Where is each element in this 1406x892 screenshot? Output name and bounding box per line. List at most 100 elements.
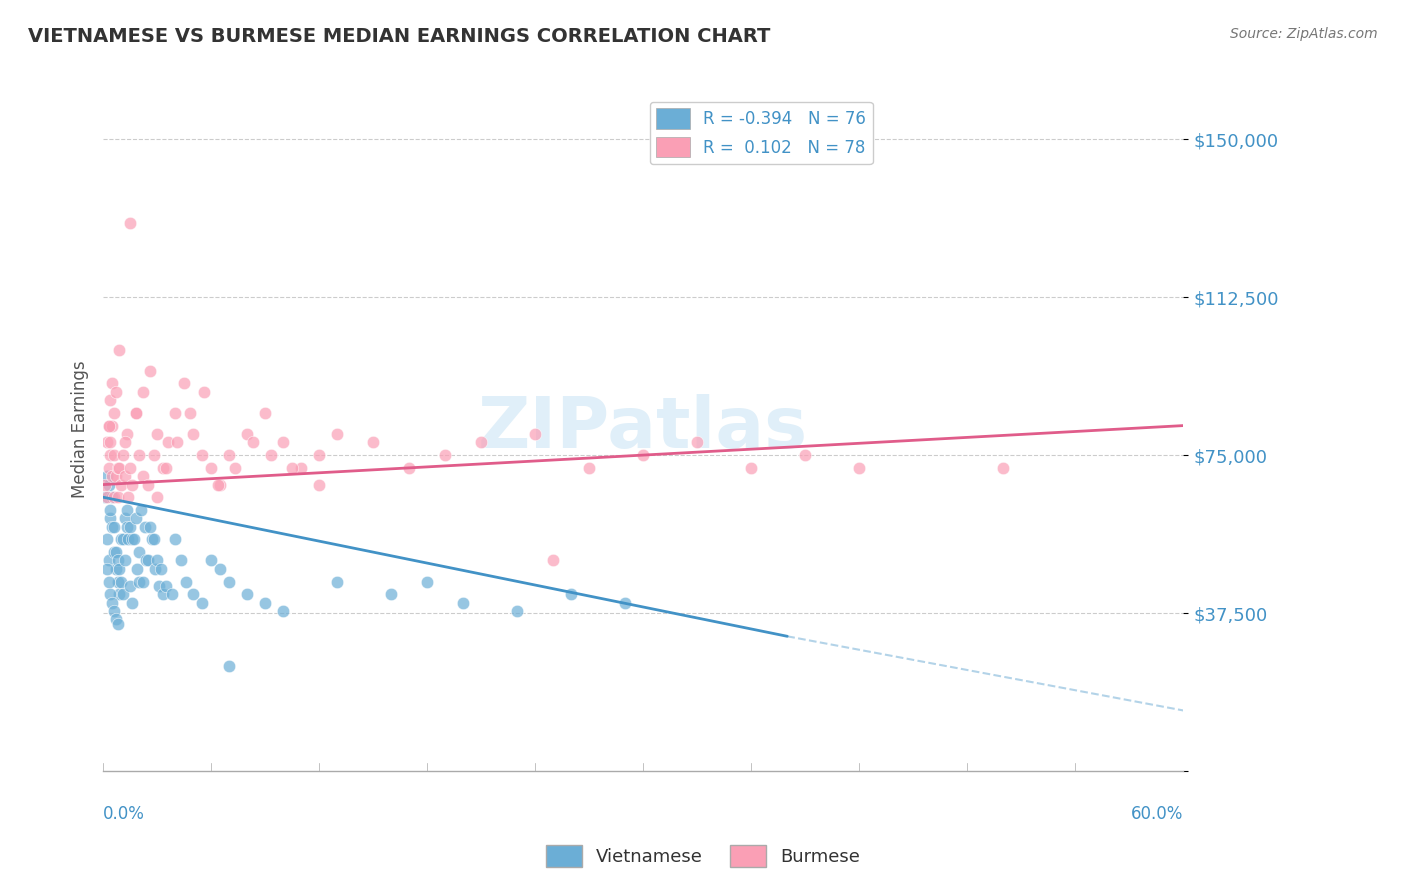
Point bbox=[104, 545, 127, 559]
Text: Source: ZipAtlas.com: Source: ZipAtlas.com bbox=[1230, 27, 1378, 41]
Point bbox=[191, 596, 214, 610]
Point bbox=[165, 533, 187, 547]
Point bbox=[107, 460, 129, 475]
Point bbox=[470, 435, 492, 450]
Point bbox=[173, 376, 195, 391]
Point bbox=[117, 490, 139, 504]
Point bbox=[614, 596, 637, 610]
Point bbox=[132, 384, 155, 399]
Point bbox=[181, 427, 204, 442]
Point bbox=[166, 435, 188, 450]
Point bbox=[108, 460, 131, 475]
Point bbox=[107, 553, 129, 567]
Point bbox=[96, 490, 118, 504]
Point bbox=[120, 519, 142, 533]
Point bbox=[110, 574, 132, 589]
Point bbox=[121, 533, 143, 547]
Point bbox=[152, 460, 174, 475]
Point bbox=[107, 490, 129, 504]
Point bbox=[103, 519, 125, 533]
Point bbox=[218, 658, 240, 673]
Point bbox=[97, 418, 120, 433]
Point bbox=[578, 460, 600, 475]
Point bbox=[141, 533, 163, 547]
Point bbox=[103, 448, 125, 462]
Legend: R = -0.394   N = 76, R =  0.102   N = 78: R = -0.394 N = 76, R = 0.102 N = 78 bbox=[650, 102, 873, 164]
Point bbox=[98, 587, 121, 601]
Point bbox=[117, 533, 139, 547]
Point bbox=[191, 448, 214, 462]
Point bbox=[115, 503, 138, 517]
Point bbox=[541, 553, 564, 567]
Point bbox=[155, 579, 177, 593]
Point bbox=[97, 477, 120, 491]
Point bbox=[114, 511, 136, 525]
Text: VIETNAMESE VS BURMESE MEDIAN EARNINGS CORRELATION CHART: VIETNAMESE VS BURMESE MEDIAN EARNINGS CO… bbox=[28, 27, 770, 45]
Point bbox=[104, 469, 127, 483]
Point bbox=[271, 604, 294, 618]
Point bbox=[506, 604, 529, 618]
Point bbox=[179, 406, 201, 420]
Point bbox=[631, 448, 654, 462]
Point bbox=[242, 435, 264, 450]
Point bbox=[416, 574, 439, 589]
Point bbox=[200, 460, 222, 475]
Point bbox=[380, 587, 402, 601]
Point bbox=[148, 579, 170, 593]
Point bbox=[290, 460, 312, 475]
Point bbox=[139, 519, 162, 533]
Point bbox=[111, 587, 134, 601]
Point bbox=[560, 587, 582, 601]
Point bbox=[108, 562, 131, 576]
Point bbox=[326, 574, 349, 589]
Point bbox=[124, 406, 146, 420]
Point bbox=[129, 503, 152, 517]
Point bbox=[104, 384, 127, 399]
Point bbox=[155, 460, 177, 475]
Point bbox=[94, 477, 117, 491]
Point bbox=[794, 448, 817, 462]
Point bbox=[98, 393, 121, 408]
Y-axis label: Median Earnings: Median Earnings bbox=[72, 360, 89, 498]
Point bbox=[120, 216, 142, 230]
Point bbox=[122, 533, 145, 547]
Legend: Vietnamese, Burmese: Vietnamese, Burmese bbox=[538, 838, 868, 874]
Point bbox=[134, 519, 156, 533]
Point bbox=[120, 460, 142, 475]
Point bbox=[152, 587, 174, 601]
Point bbox=[207, 477, 229, 491]
Point bbox=[96, 469, 118, 483]
Point bbox=[149, 562, 172, 576]
Point bbox=[124, 406, 146, 420]
Point bbox=[848, 460, 870, 475]
Text: 60.0%: 60.0% bbox=[1130, 805, 1184, 823]
Point bbox=[686, 435, 709, 450]
Point bbox=[271, 435, 294, 450]
Point bbox=[107, 574, 129, 589]
Point bbox=[97, 553, 120, 567]
Point bbox=[218, 448, 240, 462]
Point bbox=[108, 343, 131, 357]
Point bbox=[236, 587, 259, 601]
Point bbox=[254, 406, 277, 420]
Point bbox=[146, 427, 169, 442]
Point bbox=[104, 612, 127, 626]
Point bbox=[218, 574, 240, 589]
Point bbox=[115, 519, 138, 533]
Point bbox=[146, 553, 169, 567]
Point bbox=[142, 533, 165, 547]
Point bbox=[121, 596, 143, 610]
Point bbox=[115, 427, 138, 442]
Point bbox=[114, 469, 136, 483]
Point bbox=[101, 519, 124, 533]
Point bbox=[110, 477, 132, 491]
Point bbox=[398, 460, 420, 475]
Point bbox=[236, 427, 259, 442]
Point bbox=[101, 376, 124, 391]
Point bbox=[139, 364, 162, 378]
Point bbox=[361, 435, 384, 450]
Point bbox=[101, 469, 124, 483]
Point bbox=[224, 460, 246, 475]
Point bbox=[108, 587, 131, 601]
Point bbox=[121, 477, 143, 491]
